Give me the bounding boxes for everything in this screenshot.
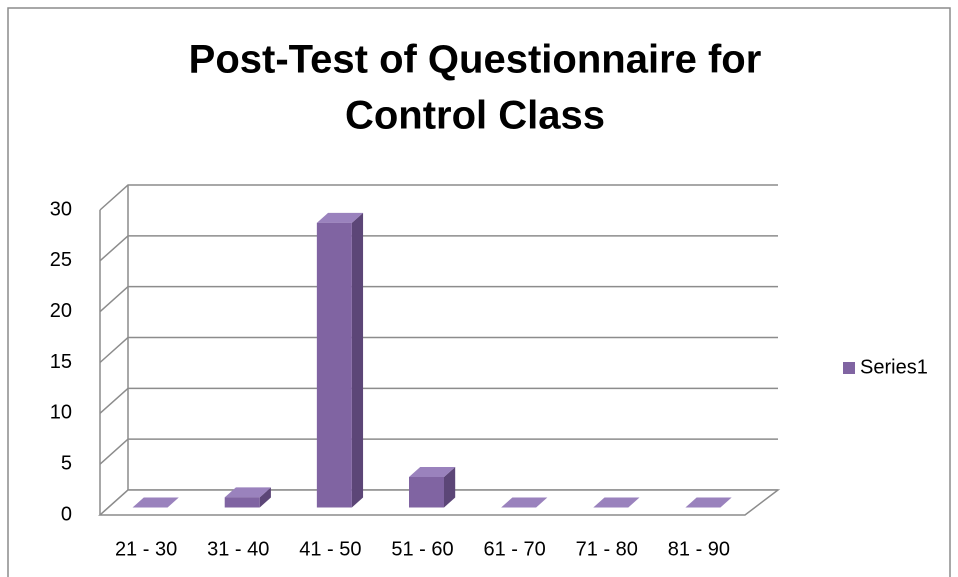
bar-side xyxy=(259,487,271,508)
x-tick-label: 31 - 40 xyxy=(207,538,269,560)
grid-line xyxy=(99,438,778,465)
grid-line xyxy=(99,387,778,414)
x-tick-label: 21 - 30 xyxy=(115,538,177,560)
x-tick-label: 81 - 90 xyxy=(668,538,730,560)
bar xyxy=(224,497,260,508)
bar-side xyxy=(444,467,456,508)
y-tick-label: 15 xyxy=(50,351,72,373)
chart-title: Post-Test of Questionnaire for xyxy=(189,38,762,82)
bar-top xyxy=(132,497,179,508)
x-tick-label: 71 - 80 xyxy=(576,538,638,560)
bar-top xyxy=(316,212,364,223)
chart-title: Control Class xyxy=(345,94,605,138)
bar-top xyxy=(224,487,271,498)
x-tick-label: 41 - 50 xyxy=(299,538,361,560)
bar xyxy=(409,477,444,508)
legend-label: Series1 xyxy=(860,356,928,378)
bar xyxy=(316,222,352,508)
y-tick-label: 25 xyxy=(50,249,72,271)
y-tick-label: 0 xyxy=(61,503,72,525)
grid-line xyxy=(99,336,778,364)
bar-top xyxy=(685,497,732,508)
grid-line xyxy=(99,235,778,262)
grid-line xyxy=(99,184,778,211)
bar-top xyxy=(593,497,640,508)
chart-border xyxy=(7,7,951,577)
bar-top xyxy=(409,467,456,477)
grid-line xyxy=(99,285,778,313)
y-tick-label: 30 xyxy=(50,198,72,220)
y-tick-label: 10 xyxy=(50,402,72,424)
x-tick-label: 51 - 60 xyxy=(391,538,453,560)
y-tick-label: 5 xyxy=(61,452,72,474)
legend-swatch xyxy=(843,362,855,374)
y-tick-label: 20 xyxy=(50,300,72,322)
bar-top xyxy=(501,497,548,508)
bar-side xyxy=(351,212,364,508)
x-tick-label: 61 - 70 xyxy=(484,538,546,560)
